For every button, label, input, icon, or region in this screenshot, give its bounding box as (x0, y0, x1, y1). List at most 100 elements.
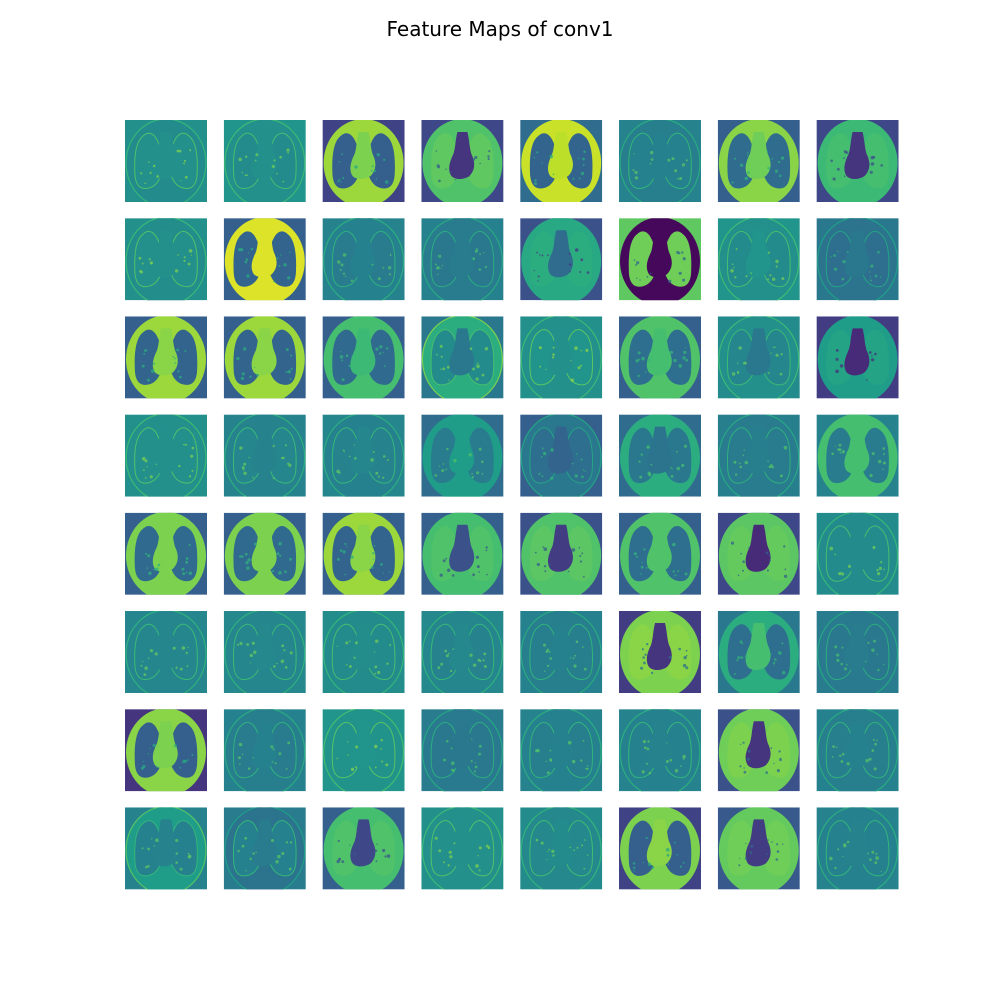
feature-map-heart (745, 230, 771, 278)
feature-map-texture (434, 447, 484, 479)
feature-map-10 (223, 218, 306, 301)
feature-map-texture (733, 640, 786, 675)
feature-map-25 (125, 414, 207, 497)
feature-map-heart (548, 623, 573, 670)
feature-map-heart (152, 426, 178, 474)
feature-map-8 (816, 120, 899, 202)
feature-map-heart (745, 426, 771, 474)
page-title: Feature Maps of conv1 (386, 17, 614, 41)
feature-map-heart (350, 623, 376, 670)
feature-map-heart (548, 721, 573, 769)
feature-map-59 (322, 807, 405, 890)
feature-map-22 (619, 316, 701, 399)
feature-map-texture (635, 347, 689, 378)
feature-map-texture (730, 248, 785, 281)
feature-map-4 (421, 120, 504, 202)
feature-map-texture (535, 838, 589, 870)
feature-map-heart (548, 328, 573, 376)
feature-map-heart (548, 426, 573, 474)
feature-map-texture (538, 346, 589, 382)
feature-map-1 (125, 120, 207, 202)
feature-map-63 (717, 807, 800, 890)
feature-map-texture (834, 639, 885, 672)
feature-map-13 (520, 218, 603, 301)
feature-map-heart (449, 230, 475, 278)
feature-map-heart (745, 328, 771, 376)
feature-map-heart (350, 524, 376, 572)
feature-map-5 (520, 120, 603, 202)
feature-map-24 (816, 316, 899, 399)
feature-map-texture (731, 346, 783, 376)
feature-map-heart (548, 230, 573, 278)
feature-map-texture (141, 838, 192, 871)
feature-map-texture (239, 542, 293, 575)
feature-map-heart (152, 819, 178, 867)
feature-map-44 (421, 611, 504, 693)
feature-map-42 (223, 611, 306, 693)
feature-map-heart (449, 623, 475, 670)
feature-map-heart (646, 524, 672, 572)
feature-map-14 (619, 218, 701, 301)
feature-map-heart (152, 623, 178, 670)
feature-map-heart (646, 426, 672, 474)
feature-map-texture (238, 148, 290, 183)
feature-map-heart (350, 426, 376, 474)
feature-map-texture (632, 836, 685, 872)
feature-map-texture (738, 839, 784, 867)
feature-map-texture (336, 639, 392, 675)
feature-map-heart (251, 819, 277, 867)
feature-map-texture (641, 740, 686, 775)
feature-map-texture (835, 346, 877, 381)
feature-map-heart (152, 132, 178, 179)
feature-map-texture (339, 345, 389, 382)
feature-map-38 (619, 512, 701, 595)
feature-map-heart (251, 132, 277, 179)
feature-map-texture (237, 836, 293, 872)
feature-map-64 (816, 807, 899, 890)
feature-map-heart (251, 623, 277, 670)
feature-map-heart (449, 819, 475, 867)
feature-map-heart (844, 426, 870, 474)
feature-map-52 (421, 709, 504, 792)
feature-map-26 (223, 414, 306, 497)
feature-map-32 (816, 414, 899, 497)
feature-map-texture (142, 443, 195, 479)
feature-map-texture (443, 738, 482, 773)
feature-map-34 (223, 512, 306, 595)
feature-map-19 (322, 316, 405, 399)
feature-map-40 (816, 512, 899, 595)
feature-map-55 (717, 709, 800, 792)
feature-map-texture (434, 836, 491, 872)
feature-map-60 (421, 807, 504, 890)
feature-map-18 (223, 316, 306, 399)
feature-map-33 (125, 512, 207, 595)
feature-map-texture (337, 253, 392, 282)
feature-map-heart (745, 132, 771, 179)
feature-map-heart (844, 132, 870, 179)
feature-map-49 (125, 709, 207, 792)
feature-map-16 (816, 218, 899, 301)
feature-map-texture (337, 153, 389, 184)
feature-map-3 (322, 120, 405, 202)
feature-map-31 (717, 414, 800, 497)
feature-map-texture (633, 542, 688, 578)
feature-map-36 (421, 512, 504, 595)
feature-map-texture (336, 444, 389, 479)
feature-map-texture (739, 741, 782, 774)
feature-map-texture (633, 250, 686, 283)
feature-map-45 (520, 611, 603, 693)
feature-map-29 (520, 414, 603, 497)
feature-map-57 (125, 807, 207, 890)
feature-map-53 (520, 709, 603, 792)
feature-map-heart (844, 328, 870, 376)
feature-map-heart (251, 328, 277, 376)
feature-map-heart (251, 230, 277, 278)
feature-map-41 (125, 611, 207, 693)
feature-map-62 (619, 807, 701, 890)
feature-map-heart (152, 721, 178, 769)
feature-map-texture (439, 546, 488, 577)
feature-map-30 (619, 414, 701, 497)
feature-map-texture (238, 247, 291, 283)
feature-map-texture (632, 150, 688, 180)
feature-map-heart (844, 721, 870, 769)
